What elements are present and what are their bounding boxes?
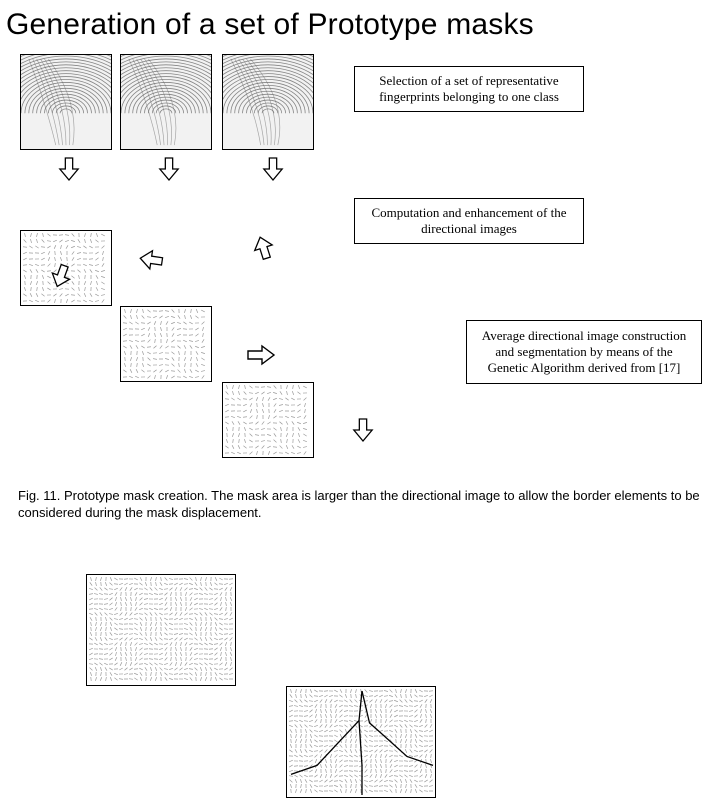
step-label-selection: Selection of a set of representative fin… [354,66,584,112]
arrow-down-icon [262,156,284,187]
arrow-down-icon [58,156,80,187]
average-directional-image [86,574,236,686]
segmented-image [286,686,436,798]
figure-caption: Fig. 11. Prototype mask creation. The ma… [18,487,706,522]
directional-image [222,382,314,458]
arrow-down-icon [158,156,180,187]
step-label-directional: Computation and enhancement of the direc… [354,198,584,244]
fingerprint-image [120,54,212,150]
arrow-right-icon [246,344,276,371]
fingerprint-image [20,54,112,150]
step-label-segmentation: Average directional image construction a… [466,320,702,384]
directional-image [120,306,212,382]
page-title: Generation of a set of Prototype masks [0,0,720,46]
fingerprint-image [222,54,314,150]
arrow-down-icon [352,416,374,449]
